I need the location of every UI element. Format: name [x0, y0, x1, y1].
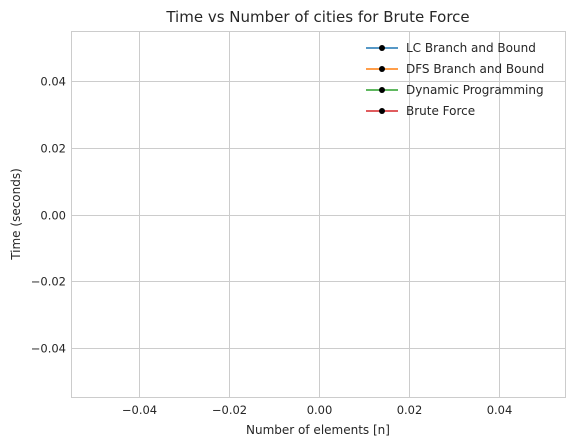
x-tick-label: −0.04: [122, 403, 157, 417]
y-tick-label: 0.00: [40, 209, 66, 223]
x-tick-labels: −0.04 −0.02 0.00 0.02 0.04: [122, 403, 512, 417]
y-tick-label: −0.04: [31, 342, 66, 356]
y-tick-label: 0.02: [40, 142, 66, 156]
y-axis-label: Time (seconds): [9, 168, 23, 261]
grid-lines: [71, 31, 566, 398]
legend-label: DFS Branch and Bound: [406, 62, 544, 76]
legend-item: Brute Force: [366, 104, 475, 118]
y-tick-label: 0.04: [40, 75, 66, 89]
legend-item: DFS Branch and Bound: [366, 62, 544, 76]
plot-frame: [71, 31, 566, 398]
x-tick-label: −0.02: [212, 403, 247, 417]
legend-label: Dynamic Programming: [406, 83, 544, 97]
plot-area: [71, 31, 566, 398]
legend-marker-icon: [379, 66, 385, 72]
plot-background: [71, 31, 566, 398]
legend-label: Brute Force: [406, 104, 475, 118]
legend: LC Branch and Bound DFS Branch and Bound D…: [366, 41, 544, 118]
legend-marker-icon: [379, 87, 385, 93]
x-tick-label: 0.02: [397, 403, 423, 417]
x-tick-label: 0.04: [487, 403, 513, 417]
y-tick-label: −0.02: [31, 275, 66, 289]
chart-title: Time vs Number of cities for Brute Force: [165, 8, 469, 26]
legend-marker-icon: [379, 45, 385, 51]
y-tick-labels: −0.04 −0.02 0.00 0.02 0.04: [31, 75, 66, 356]
legend-item: LC Branch and Bound: [366, 41, 536, 55]
legend-item: Dynamic Programming: [366, 83, 544, 97]
legend-marker-icon: [379, 108, 385, 114]
x-axis-label: Number of elements [n]: [246, 423, 390, 437]
x-tick-label: 0.00: [307, 403, 333, 417]
legend-label: LC Branch and Bound: [406, 41, 536, 55]
